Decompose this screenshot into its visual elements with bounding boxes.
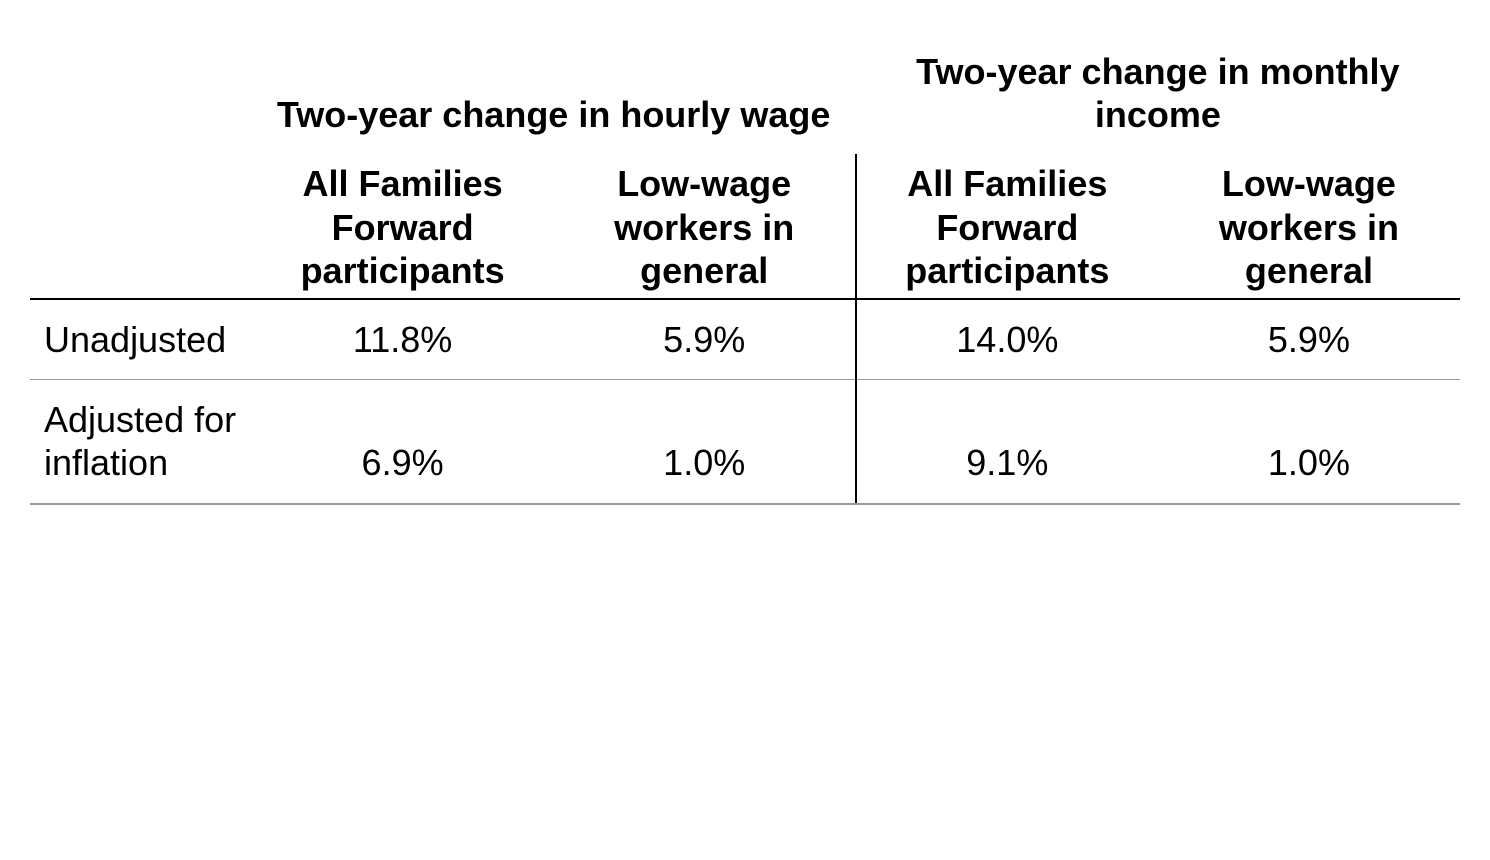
- wage-income-change-table: Two-year change in hourly wage Two-year …: [30, 40, 1460, 505]
- column-group-header-row: Two-year change in hourly wage Two-year …: [30, 40, 1460, 154]
- cell: 1.0%: [1158, 380, 1460, 504]
- cell: 11.8%: [252, 299, 554, 380]
- cell: 14.0%: [856, 299, 1158, 380]
- group-header-monthly-income: Two-year change in monthly income: [856, 40, 1460, 154]
- sub-header-col-2: Low-wage workers in general: [554, 154, 856, 299]
- group-header-hourly-wage: Two-year change in hourly wage: [252, 40, 856, 154]
- cell: 5.9%: [554, 299, 856, 380]
- sub-header-col-1: All Families Forward participants: [252, 154, 554, 299]
- sub-header-row: All Families Forward participants Low-wa…: [30, 154, 1460, 299]
- row-label-unadjusted: Unadjusted: [30, 299, 252, 380]
- row-label-adjusted: Adjusted for inflation: [30, 380, 252, 504]
- table-container: Two-year change in hourly wage Two-year …: [0, 0, 1490, 860]
- table-row: Unadjusted 11.8% 5.9% 14.0% 5.9%: [30, 299, 1460, 380]
- cell: 9.1%: [856, 380, 1158, 504]
- table-row: Adjusted for inflation 6.9% 1.0% 9.1% 1.…: [30, 380, 1460, 504]
- sub-header-col-3: All Families Forward participants: [856, 154, 1158, 299]
- cell: 5.9%: [1158, 299, 1460, 380]
- sub-header-col-4: Low-wage workers in general: [1158, 154, 1460, 299]
- sub-header-blank: [30, 154, 252, 299]
- cell: 6.9%: [252, 380, 554, 504]
- corner-cell: [30, 40, 252, 154]
- cell: 1.0%: [554, 380, 856, 504]
